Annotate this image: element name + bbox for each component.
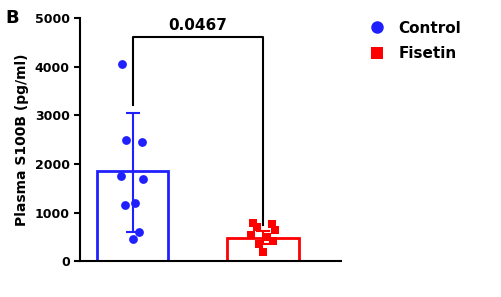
Point <box>255 242 263 247</box>
Point <box>122 137 130 142</box>
Point <box>128 237 136 242</box>
Point <box>135 230 143 235</box>
Point <box>139 176 147 181</box>
Point <box>270 228 278 233</box>
Point <box>118 62 126 67</box>
Point <box>120 203 128 208</box>
Point <box>263 235 271 239</box>
Y-axis label: Plasma S100B (pg/ml): Plasma S100B (pg/ml) <box>16 53 29 226</box>
Bar <box>97 171 168 261</box>
Bar <box>227 238 299 261</box>
Point <box>131 200 139 205</box>
Point <box>269 238 277 243</box>
Point <box>137 140 145 144</box>
Text: 0.0467: 0.0467 <box>168 18 227 33</box>
Point <box>117 174 125 178</box>
Point <box>247 232 255 237</box>
Point <box>248 221 256 226</box>
Legend: Control, Fisetin: Control, Fisetin <box>361 20 460 61</box>
Point <box>252 225 260 230</box>
Point <box>259 249 267 254</box>
Text: B: B <box>5 9 19 27</box>
Point <box>268 222 276 227</box>
